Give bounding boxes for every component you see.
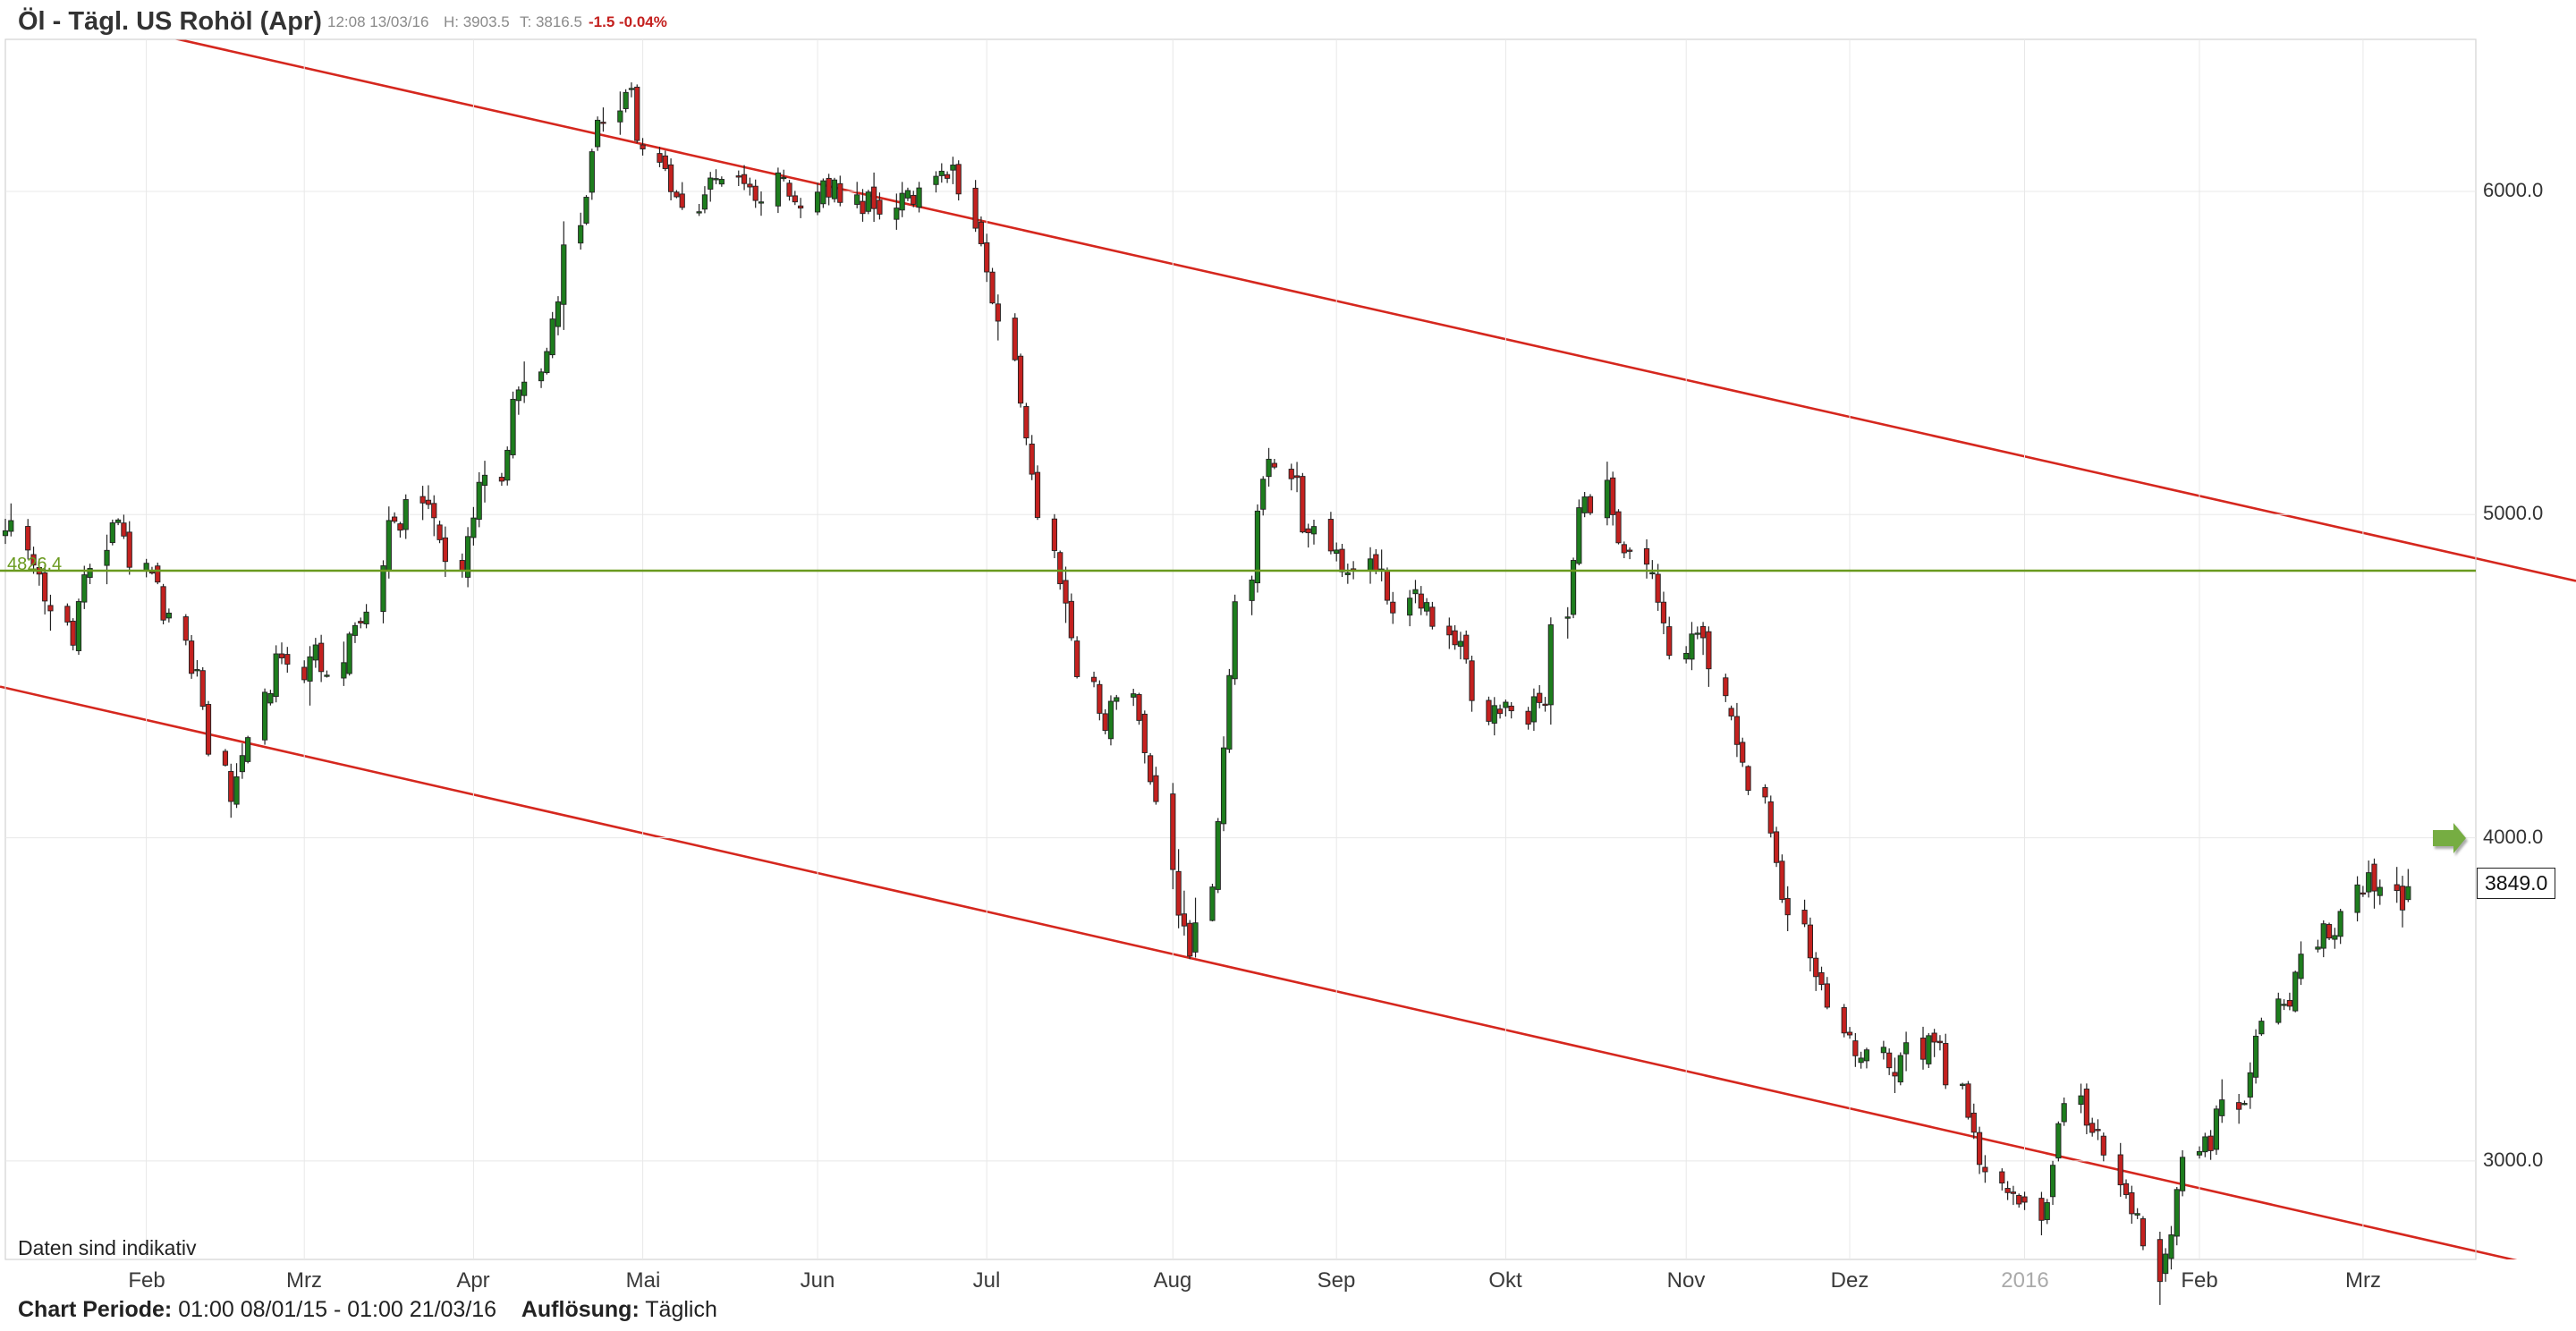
svg-text:4826.4: 4826.4	[7, 555, 62, 574]
